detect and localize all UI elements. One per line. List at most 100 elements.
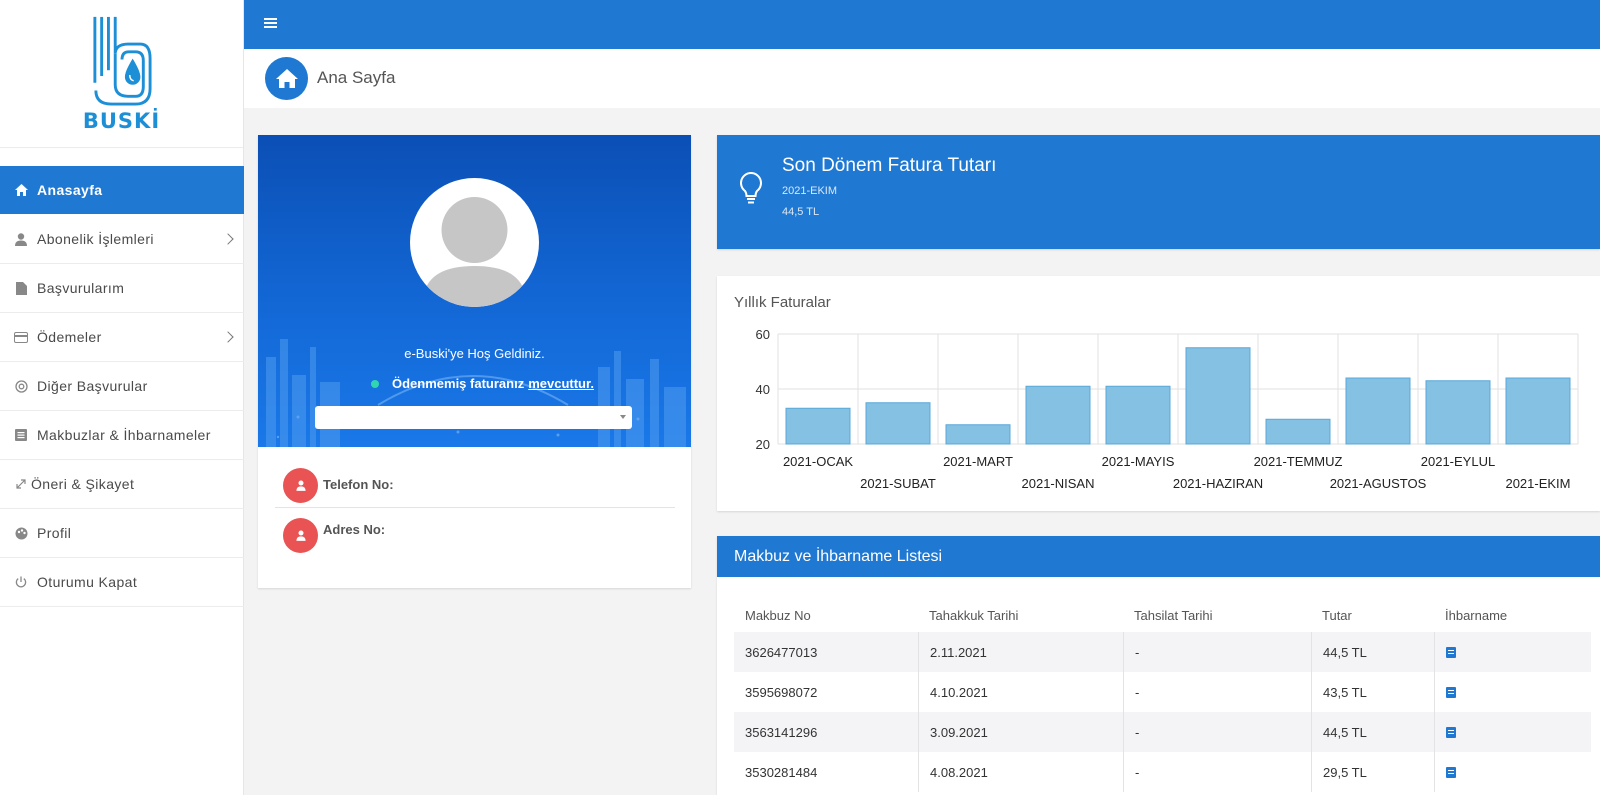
sidebar-item-label: Anasayfa (37, 182, 103, 198)
sidebar-item-oturumu-kapat[interactable]: Oturumu Kapat (0, 558, 244, 607)
credit-card-icon (13, 329, 29, 345)
expand-icon (13, 476, 29, 492)
menu-toggle-icon[interactable] (264, 18, 277, 28)
status-dot-icon (371, 379, 379, 388)
document-icon[interactable] (1446, 726, 1456, 738)
notice-cell (1434, 752, 1591, 792)
sidebar-item-label: Abonelik İşlemleri (37, 231, 154, 247)
receipt-no: 3563141296 (745, 724, 818, 740)
user-icon (13, 231, 29, 247)
collection-date: - (1123, 672, 1311, 712)
document-icon[interactable] (1446, 686, 1456, 698)
top-bar (244, 0, 1600, 49)
sidebar-item-label: Öneri & Şikayet (31, 476, 135, 492)
subscription-select[interactable] (315, 406, 632, 429)
amount: 44,5 TL (1311, 712, 1434, 752)
chevron-right-icon (222, 331, 234, 343)
x-tick-label: 2021-SUBAT (860, 476, 936, 491)
table-row: 3563141296 3.09.2021 - 44,5 TL (734, 712, 1591, 752)
receipt-no: 3595698072 (745, 684, 818, 700)
sidebar-item-makbuzlar-ihbarnameler[interactable]: Makbuzlar & İhbarnameler (0, 411, 244, 460)
page-title: Ana Sayfa (317, 68, 396, 87)
collection-date: - (1123, 752, 1311, 792)
receipts-card: Makbuz ve İhbarname Listesi Makbuz No Ta… (717, 536, 1600, 795)
table-header: Makbuz No Tahakkuk Tarihi Tahsilat Tarih… (734, 599, 1591, 632)
bar (785, 407, 851, 445)
column-header[interactable]: İhbarname (1445, 608, 1508, 623)
column-header[interactable]: Tahsilat Tarihi (1134, 608, 1213, 623)
y-tick-label: 60 (756, 327, 770, 342)
receipt-no: 3626477013 (745, 644, 818, 660)
last-bill-card: Son Dönem Fatura Tutarı 2021-EKIM 44,5 T… (717, 135, 1600, 249)
chart-title: Yıllık Faturalar (734, 294, 831, 311)
amount: 43,5 TL (1311, 672, 1434, 712)
sidebar-nav: Anasayfa Abonelik İşlemleri Başvurularım… (0, 166, 244, 607)
unpaid-link[interactable]: mevcuttur. (528, 376, 594, 391)
caret-down-icon (620, 415, 626, 419)
lightbulb-icon (740, 171, 762, 204)
table-row: 3626477013 2.11.2021 - 44,5 TL (734, 632, 1591, 672)
amount: 44,5 TL (1311, 632, 1434, 672)
x-tick-label: 2021-AGUSTOS (1330, 476, 1427, 491)
bill-period: 2021-EKIM (782, 185, 838, 197)
home-icon (13, 182, 29, 198)
accrual-date: 4.08.2021 (918, 752, 1123, 792)
palette-icon (13, 525, 29, 541)
yearly-bills-chart: 20 40 60 2021-OCAK 2021-SUBAT 2021-MART 2021-N… (756, 327, 1579, 491)
buski-logo[interactable]: BUSKİ (0, 0, 243, 148)
x-tick-label: 2021-TEMMUZ (1254, 454, 1343, 469)
collection-date: - (1123, 632, 1311, 672)
sidebar-item-profil[interactable]: Profil (0, 509, 244, 558)
yearly-bills-card: Yıllık Faturalar 20 40 60 2021-OCAK 2021-SUB… (717, 276, 1600, 511)
phone-label: Telefon No: (323, 477, 394, 492)
column-header[interactable]: Makbuz No (745, 608, 811, 623)
profile-hero: e-Buski'ye Hoş Geldiniz. Ödenmemiş fatur… (258, 135, 691, 447)
sidebar-item-anasayfa[interactable]: Anasayfa (0, 166, 244, 214)
sidebar-item-oneri-sikayet[interactable]: Öneri & Şikayet (0, 460, 244, 509)
bar (1505, 377, 1571, 445)
list-alt-icon (13, 427, 29, 443)
bar (1345, 377, 1411, 445)
user-icon (283, 518, 318, 553)
address-label: Adres No: (323, 522, 386, 537)
unpaid-text: Ödenmemiş faturanız (392, 376, 525, 391)
sidebar-item-abonelik-islemleri[interactable]: Abonelik İşlemleri (0, 215, 244, 264)
sidebar: BUSKİ Anasayfa Abonelik İşlemleri Başvur… (0, 0, 244, 795)
x-tick-label: 2021-OCAK (783, 454, 853, 469)
sidebar-item-label: Profil (37, 525, 72, 541)
amount: 29,5 TL (1311, 752, 1434, 792)
bar (945, 424, 1011, 445)
sidebar-item-diger-basvurular[interactable]: Diğer Başvurular (0, 362, 244, 411)
bill-amount: 44,5 TL (782, 206, 820, 218)
avatar (410, 178, 539, 307)
bar (1105, 385, 1171, 445)
x-tick-label: 2021-HAZIRAN (1173, 476, 1263, 491)
bar (865, 402, 931, 445)
column-header[interactable]: Tahakkuk Tarihi (929, 608, 1019, 623)
sidebar-item-label: Oturumu Kapat (37, 574, 138, 590)
sidebar-item-label: Diğer Başvurular (37, 378, 148, 394)
y-tick-label: 20 (756, 437, 770, 452)
document-icon[interactable] (1446, 646, 1456, 658)
user-placeholder-icon (424, 197, 525, 307)
accrual-date: 4.10.2021 (918, 672, 1123, 712)
chevron-right-icon (222, 233, 234, 245)
accrual-date: 2.11.2021 (918, 632, 1123, 672)
buski-logo-icon (92, 16, 152, 106)
sidebar-item-label: Ödemeler (37, 329, 102, 345)
notice-cell (1434, 632, 1591, 672)
power-icon (13, 574, 29, 590)
notice-cell (1434, 672, 1591, 712)
x-tick-label: 2021-EYLUL (1421, 454, 1495, 469)
sidebar-item-basvurularim[interactable]: Başvurularım (0, 264, 244, 313)
profile-card: e-Buski'ye Hoş Geldiniz. Ödenmemiş fatur… (258, 135, 691, 588)
column-header[interactable]: Tutar (1322, 608, 1352, 623)
sidebar-item-odemeler[interactable]: Ödemeler (0, 313, 244, 362)
bar (1265, 418, 1331, 445)
x-tick-label: 2021-EKIM (1505, 476, 1570, 491)
bill-title: Son Dönem Fatura Tutarı (782, 155, 997, 176)
unpaid-notice: Ödenmemiş faturanız mevcuttur. (371, 376, 594, 391)
document-icon[interactable] (1446, 766, 1456, 778)
accrual-date: 3.09.2021 (918, 712, 1123, 752)
x-tick-label: 2021-MAYIS (1102, 454, 1175, 469)
